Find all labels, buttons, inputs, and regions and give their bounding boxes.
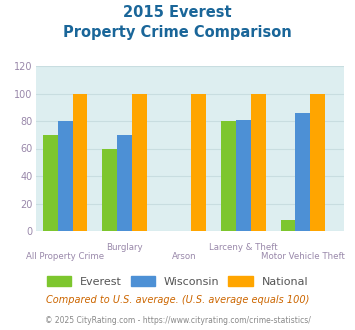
Bar: [191, 93, 206, 231]
Bar: [310, 93, 325, 231]
Text: © 2025 CityRating.com - https://www.cityrating.com/crime-statistics/: © 2025 CityRating.com - https://www.city…: [45, 316, 310, 325]
Bar: [43, 135, 58, 231]
Bar: [58, 121, 73, 231]
Bar: [132, 93, 147, 231]
Bar: [295, 113, 310, 231]
Text: Motor Vehicle Theft: Motor Vehicle Theft: [261, 252, 345, 261]
Text: Compared to U.S. average. (U.S. average equals 100): Compared to U.S. average. (U.S. average …: [46, 295, 309, 305]
Bar: [73, 93, 87, 231]
Text: Burglary: Burglary: [106, 243, 143, 251]
Bar: [221, 121, 236, 231]
Text: All Property Crime: All Property Crime: [26, 252, 104, 261]
Text: Arson: Arson: [172, 252, 196, 261]
Text: Larceny & Theft: Larceny & Theft: [209, 243, 278, 251]
Legend: Everest, Wisconsin, National: Everest, Wisconsin, National: [42, 271, 313, 291]
Text: Property Crime Comparison: Property Crime Comparison: [63, 25, 292, 40]
Bar: [117, 135, 132, 231]
Bar: [251, 93, 266, 231]
Bar: [236, 120, 251, 231]
Text: 2015 Everest: 2015 Everest: [123, 5, 232, 20]
Bar: [280, 220, 295, 231]
Bar: [102, 148, 117, 231]
